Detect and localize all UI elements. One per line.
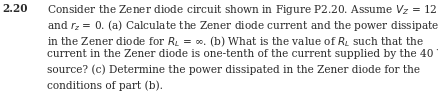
Text: Consider the Zener diode circuit shown in Figure P2.20. Assume $V_Z$ = 12 V: Consider the Zener diode circuit shown i… xyxy=(47,3,438,17)
Text: and $r_z$ = 0. (a) Calculate the Zener diode current and the power dissipated: and $r_z$ = 0. (a) Calculate the Zener d… xyxy=(47,18,438,33)
Text: current in the Zener diode is one-tenth of the current supplied by the 40 V: current in the Zener diode is one-tenth … xyxy=(47,49,438,59)
Text: in the Zener diode for $R_L$ = ∞. (b) What is the value of $R_L$ such that the: in the Zener diode for $R_L$ = ∞. (b) Wh… xyxy=(47,34,424,49)
Text: 2.20: 2.20 xyxy=(2,3,28,14)
Text: conditions of part (b).: conditions of part (b). xyxy=(47,80,163,91)
Text: source? (c) Determine the power dissipated in the Zener diode for the: source? (c) Determine the power dissipat… xyxy=(47,65,420,75)
